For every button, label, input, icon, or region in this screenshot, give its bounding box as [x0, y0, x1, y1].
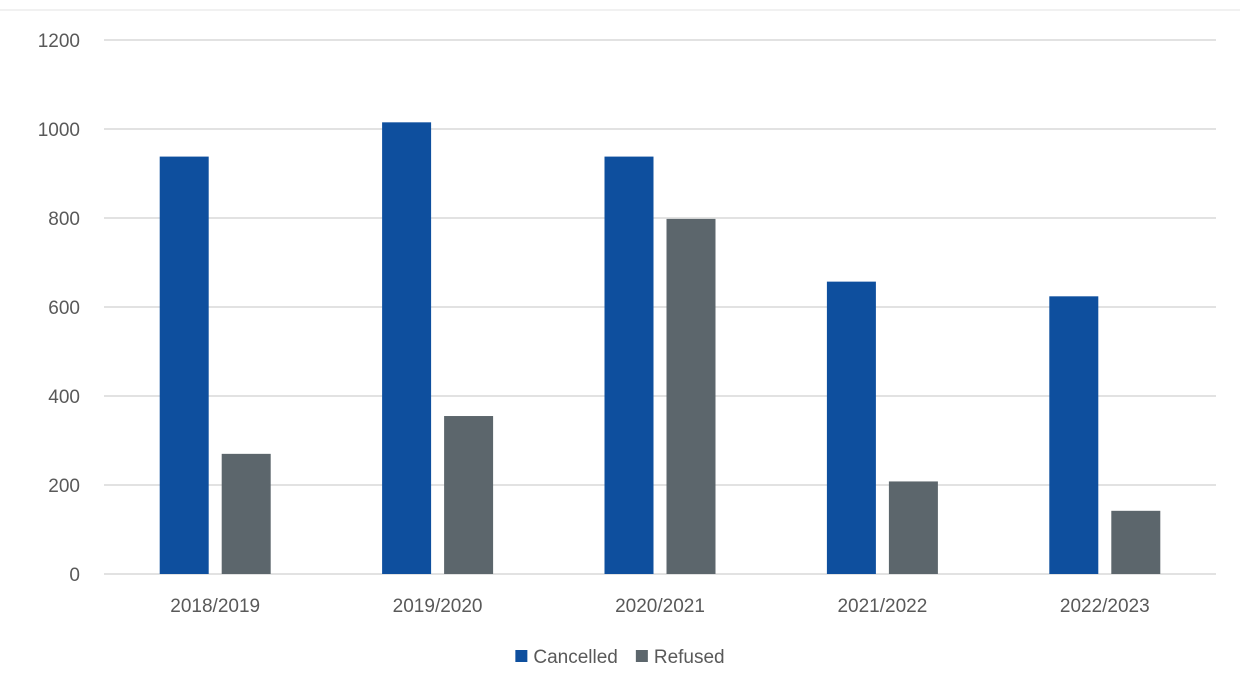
bar-cancelled-2020-2021	[604, 156, 654, 574]
gridlines	[104, 39, 1216, 575]
y-tick-label: 0	[69, 565, 80, 586]
legend-label-refused: Refused	[654, 647, 725, 668]
legend-swatch-cancelled	[515, 650, 528, 662]
bar-refused-2018-2019	[221, 453, 271, 574]
x-tick-label: 2020/2021	[615, 596, 705, 617]
y-tick-label: 600	[48, 298, 80, 319]
x-tick-label: 2022/2023	[1060, 596, 1150, 617]
x-tick-label: 2018/2019	[170, 596, 260, 617]
legend: Cancelled Refused	[515, 647, 725, 668]
bar-cancelled-2018-2019	[159, 156, 209, 574]
y-tick-label: 400	[48, 387, 80, 408]
x-tick-label: 2019/2020	[393, 596, 483, 617]
y-tick-label: 1000	[38, 120, 80, 141]
x-tick-label: 2021/2022	[837, 596, 927, 617]
bar-cancelled-2019-2020	[382, 122, 432, 574]
legend-label-cancelled: Cancelled	[533, 647, 618, 668]
x-axis-ticks: 2018/2019 2019/2020 2020/2021 2021/2022 2022…	[170, 596, 1149, 617]
bar-refused-2019-2020	[444, 416, 494, 574]
bars	[159, 122, 1161, 574]
bar-refused-2021-2022	[888, 481, 938, 574]
y-tick-label: 1200	[38, 31, 80, 52]
legend-swatch-refused	[635, 650, 648, 662]
bar-cancelled-2021-2022	[826, 281, 876, 574]
bar-refused-2020-2021	[666, 218, 716, 574]
y-tick-label: 800	[48, 209, 80, 230]
bar-refused-2022-2023	[1111, 510, 1161, 574]
y-axis-ticks: 0 200 400 600 800 1000 1200	[38, 31, 80, 586]
bar-cancelled-2022-2023	[1049, 296, 1099, 574]
y-tick-label: 200	[48, 476, 80, 497]
